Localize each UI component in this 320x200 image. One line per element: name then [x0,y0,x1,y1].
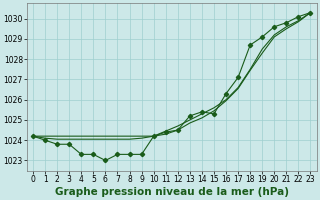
X-axis label: Graphe pression niveau de la mer (hPa): Graphe pression niveau de la mer (hPa) [55,187,289,197]
